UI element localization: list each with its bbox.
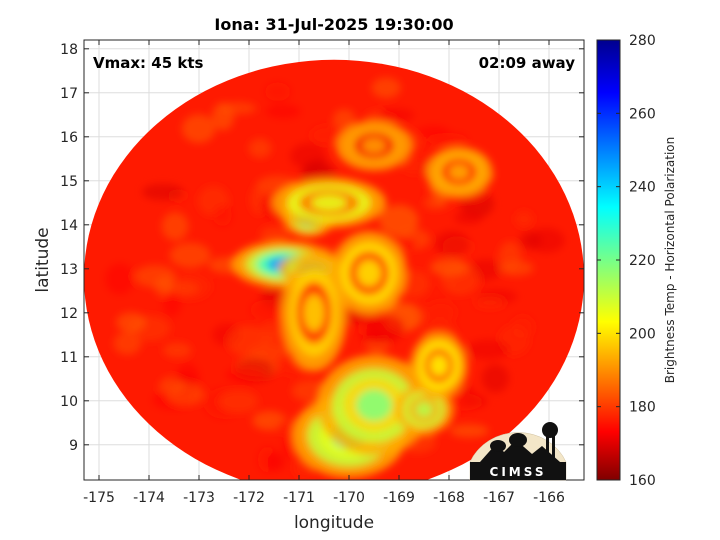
y-tick-label: 13 xyxy=(60,262,78,278)
colorbar-tick-label: 240 xyxy=(629,180,656,196)
y-tick-label: 15 xyxy=(60,174,78,190)
colorbar-ticks: 160 180 200 220 240 260 280 xyxy=(597,33,656,489)
y-axis-label: latitude xyxy=(33,227,53,292)
chart-title: Iona: 31-Jul-2025 19:30:00 xyxy=(214,15,453,34)
convective-feature xyxy=(311,194,347,211)
colorbar-tick-label: 200 xyxy=(629,326,656,342)
x-tick-label: -172 xyxy=(233,490,265,506)
convective-feature xyxy=(357,260,381,287)
cimss-logo: CIMSS xyxy=(469,422,567,481)
x-tick-label: -170 xyxy=(333,490,365,506)
time-away-annotation: 02:09 away xyxy=(479,54,576,72)
x-tick-label: -169 xyxy=(383,490,415,506)
y-tick-label: 18 xyxy=(60,42,78,58)
x-tick-label: -168 xyxy=(433,490,465,506)
colorbar-tick-label: 180 xyxy=(629,400,656,416)
x-tick-label: -167 xyxy=(483,490,515,506)
y-tick-label: 16 xyxy=(60,130,78,146)
y-axis-ticks: 9 10 11 12 13 14 15 16 17 18 xyxy=(60,42,584,454)
convective-feature xyxy=(356,389,392,422)
x-tick-label: -174 xyxy=(133,490,165,506)
convective-feature xyxy=(362,137,386,154)
axes-frame xyxy=(83,39,585,481)
colorbar-tick-label: 160 xyxy=(629,473,656,489)
x-tick-label: -171 xyxy=(283,490,315,506)
y-tick-label: 14 xyxy=(60,218,78,234)
convective-feature xyxy=(430,355,448,377)
colorbar-label: Brightness Temp - Horizontal Polarizatio… xyxy=(663,137,677,384)
vmax-annotation: Vmax: 45 kts xyxy=(93,54,203,72)
convective-feature xyxy=(415,401,433,418)
x-tick-label: -175 xyxy=(83,490,115,506)
colorbar-tick-label: 260 xyxy=(629,106,656,122)
y-tick-label: 10 xyxy=(60,394,78,410)
x-tick-label: -173 xyxy=(183,490,215,506)
x-axis-label: longitude xyxy=(294,513,374,533)
colorbar-tick-label: 280 xyxy=(629,33,656,49)
svg-text:CIMSS: CIMSS xyxy=(490,465,547,479)
x-tick-label: -166 xyxy=(533,490,565,506)
y-tick-label: 17 xyxy=(60,86,78,102)
convective-feature xyxy=(303,294,325,332)
y-tick-label: 12 xyxy=(60,306,78,322)
y-tick-label: 11 xyxy=(60,350,78,366)
y-tick-label: 9 xyxy=(69,438,78,454)
brightness-temp-swath xyxy=(84,59,584,480)
x-axis-ticks: -175 -174 -173 -172 -171 -170 -169 -168 -167 -166 xyxy=(83,40,565,506)
colorbar-tick-label: 220 xyxy=(629,253,656,269)
convective-feature xyxy=(448,164,470,180)
